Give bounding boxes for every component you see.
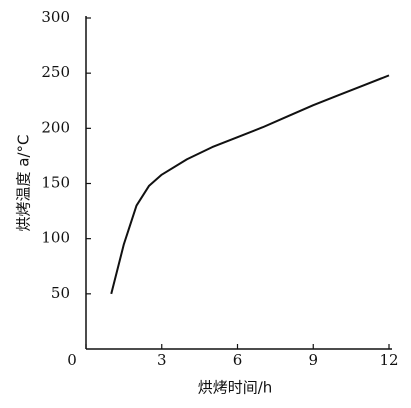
- x-axis-label: 烘烤时间/h: [198, 379, 273, 397]
- y-tick-label: 100: [41, 229, 70, 247]
- x-tick-label: 9: [308, 351, 318, 369]
- y-tick-label: 150: [41, 174, 70, 192]
- x-tick-label: 12: [379, 351, 398, 369]
- y-tick-label: 200: [41, 118, 70, 136]
- line: [110, 74, 390, 295]
- x-tick-label: 3: [157, 351, 167, 369]
- x-tick-label: 6: [233, 351, 243, 369]
- y-tick-label: 250: [41, 63, 70, 81]
- y-tick-label: 50: [51, 284, 70, 302]
- y-axis-label: 烘烤温度 a/°C: [15, 135, 33, 232]
- x-tick-label: 0: [67, 351, 77, 369]
- y-tick-label: 300: [41, 8, 70, 26]
